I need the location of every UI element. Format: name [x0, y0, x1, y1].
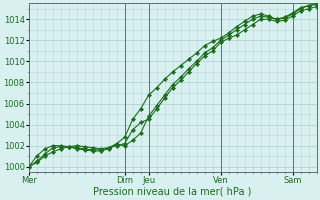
- X-axis label: Pression niveau de la mer( hPa ): Pression niveau de la mer( hPa ): [93, 187, 252, 197]
